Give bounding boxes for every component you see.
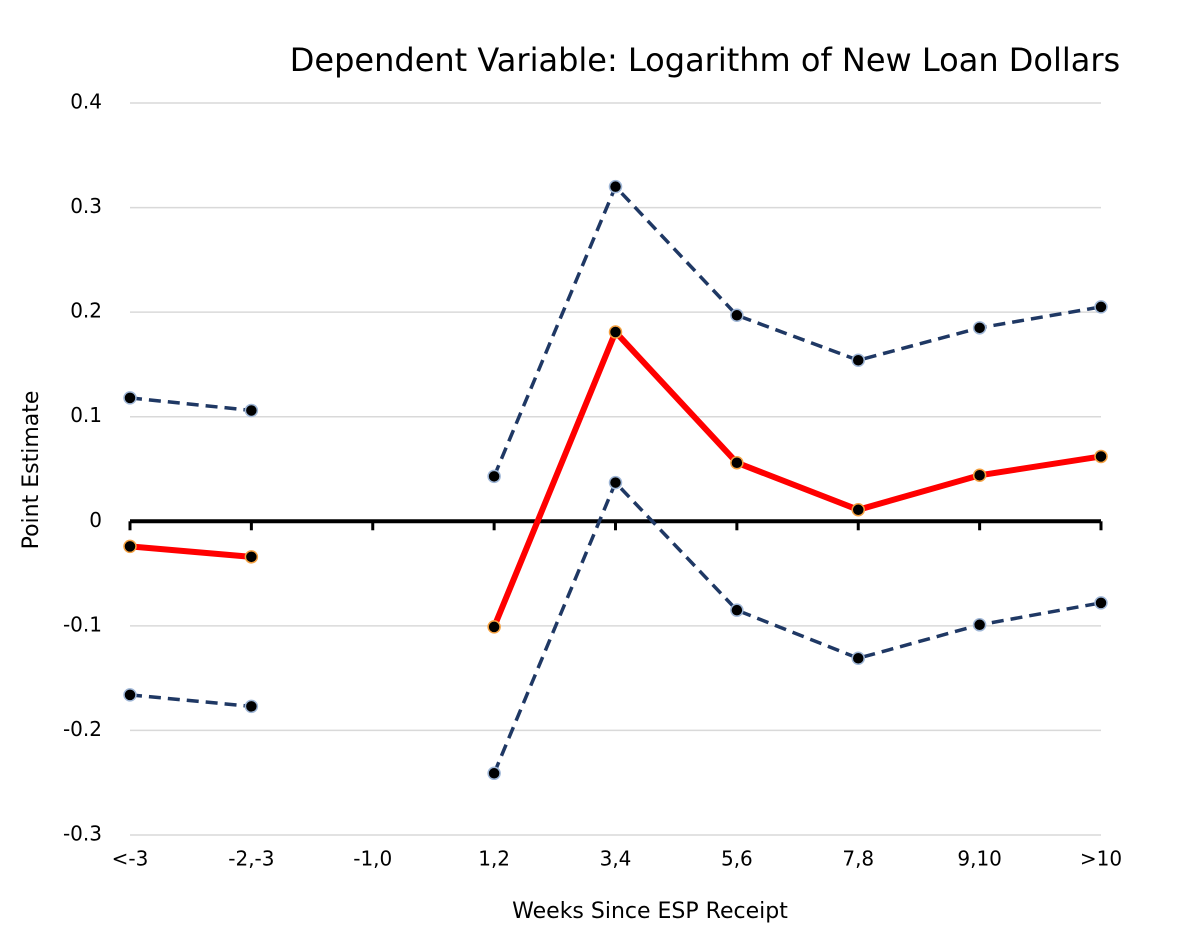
x-tick-label: 3,4	[600, 847, 632, 871]
point-marker	[1094, 596, 1108, 610]
point-marker	[244, 699, 259, 714]
point-marker	[730, 603, 744, 617]
point-marker	[244, 550, 259, 564]
point-marker	[851, 503, 865, 517]
y-tick-label: 0.4	[70, 90, 102, 114]
point-marker	[1094, 300, 1108, 314]
point-marker	[972, 618, 987, 632]
x-tick-label: -2,-3	[228, 847, 274, 871]
point-marker	[123, 391, 137, 405]
point-marker	[123, 539, 137, 554]
point-marker	[851, 353, 865, 367]
chart-title: Dependent Variable: Logarithm of New Loa…	[290, 41, 1120, 79]
series-line	[129, 396, 252, 413]
y-tick-label: 0.1	[70, 403, 102, 427]
x-tick-label: -1,0	[353, 847, 392, 871]
point-marker	[608, 325, 623, 339]
point-marker	[608, 475, 623, 490]
x-tick-label: 5,6	[721, 847, 753, 871]
x-tick-label: 9,10	[957, 847, 1002, 871]
point-marker	[972, 468, 987, 483]
point-marker	[851, 651, 865, 666]
x-tick-label: 7,8	[842, 847, 874, 871]
point-marker	[123, 688, 137, 702]
y-tick-label: 0.3	[70, 194, 102, 218]
series-line	[492, 479, 1102, 774]
point-marker	[730, 308, 744, 323]
y-tick-label: 0	[89, 508, 102, 532]
y-tick-label: 0.2	[70, 299, 102, 323]
point-marker	[608, 179, 623, 194]
point-marker	[487, 469, 501, 484]
x-tick-label: 1,2	[478, 847, 510, 871]
series-line	[491, 326, 1102, 629]
y-tick-label: -0.1	[63, 612, 102, 636]
y-axis-label: Point Estimate	[19, 391, 44, 550]
x-tick-label: >10	[1080, 847, 1122, 871]
y-tick-label: -0.2	[63, 717, 102, 741]
point-marker	[487, 766, 501, 781]
x-axis-label: Weeks Since ESP Receipt	[512, 899, 788, 924]
point-marker	[244, 403, 259, 418]
point-marker	[972, 321, 987, 335]
point-marker	[487, 620, 501, 634]
series-line	[129, 543, 252, 560]
series-line	[129, 693, 252, 709]
point-marker	[730, 455, 744, 470]
series-line	[492, 183, 1102, 477]
y-tick-label: -0.3	[63, 822, 102, 846]
point-marker	[1094, 449, 1108, 464]
x-tick-label: <-3	[112, 847, 149, 871]
